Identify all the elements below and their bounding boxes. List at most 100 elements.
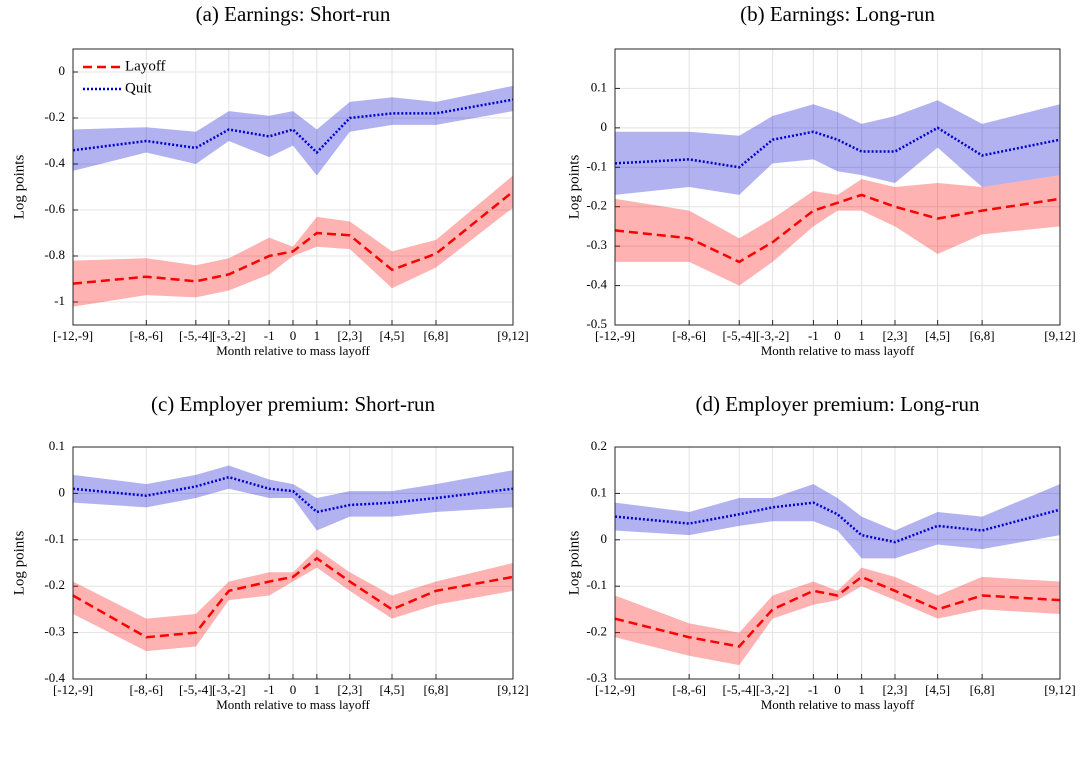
x-tick-label: [-5,-4] — [722, 682, 756, 697]
x-tick-label: [2,3] — [883, 328, 908, 343]
x-tick-label: 1 — [858, 682, 865, 697]
y-tick-label: -0.4 — [44, 155, 65, 170]
x-tick-label: 1 — [314, 682, 321, 697]
plot-frame — [72, 48, 514, 326]
legend-label: Layoff — [125, 58, 166, 74]
x-tick-label: [-8,-6] — [130, 328, 164, 343]
chart-title: (b) Earnings: Long-run — [740, 2, 935, 26]
x-tick-label: [-12,-9] — [595, 328, 635, 343]
line — [614, 501, 1061, 544]
x-tick-label: 1 — [314, 328, 321, 343]
x-tick-label: [-3,-2] — [212, 682, 246, 697]
x-tick-label: [-3,-2] — [756, 328, 790, 343]
x-axis-label: Month relative to mass layoff — [761, 697, 915, 712]
x-tick-label: [4,5] — [925, 682, 950, 697]
x-tick-label: [4,5] — [380, 682, 405, 697]
y-tick-label: -0.4 — [586, 277, 607, 292]
x-tick-label: [-3,-2] — [212, 328, 246, 343]
x-tick-label: -1 — [808, 328, 819, 343]
y-tick-label: 0.1 — [49, 438, 65, 453]
x-tick-label: [2,3] — [337, 682, 362, 697]
x-tick-label: [-5,-4] — [722, 328, 756, 343]
x-tick-label: [2,3] — [337, 328, 362, 343]
confidence-band — [73, 465, 513, 531]
line — [614, 126, 1061, 169]
confidence-band — [615, 100, 1060, 195]
line — [72, 190, 514, 285]
x-tick-label: 0 — [290, 682, 297, 697]
x-tick-label: [6,8] — [424, 682, 449, 697]
x-tick-label: [-8,-6] — [672, 682, 706, 697]
x-tick-label: [4,5] — [380, 328, 405, 343]
x-tick-label: 1 — [858, 328, 865, 343]
x-tick-label: [4,5] — [925, 328, 950, 343]
plot-frame — [614, 446, 1061, 680]
confidence-band — [615, 484, 1060, 559]
x-tick-label: 0 — [834, 328, 841, 343]
y-tick-label: -0.2 — [586, 624, 607, 639]
chart-title: (c) Employer premium: Short-run — [151, 392, 436, 416]
x-axis-label: Month relative to mass layoff — [216, 343, 370, 358]
y-tick-label: 0.2 — [591, 438, 607, 453]
y-tick-label: 0 — [59, 484, 66, 499]
y-tick-label: 0 — [601, 119, 608, 134]
x-tick-label: -1 — [264, 328, 275, 343]
confidence-band — [73, 175, 513, 307]
y-tick-label: -0.1 — [586, 577, 607, 592]
x-tick-label: [9,12] — [1044, 682, 1075, 697]
x-tick-label: [-5,-4] — [179, 328, 213, 343]
chart-title: (d) Employer premium: Long-run — [695, 392, 980, 416]
y-tick-label: 0 — [601, 531, 608, 546]
x-axis-label: Month relative to mass layoff — [761, 343, 915, 358]
y-tick-label: -0.1 — [586, 158, 607, 173]
x-tick-label: [9,12] — [497, 682, 528, 697]
y-tick-label: -0.1 — [44, 531, 65, 546]
line — [72, 98, 514, 155]
x-tick-label: 0 — [834, 682, 841, 697]
x-tick-label: [9,12] — [1044, 328, 1075, 343]
y-tick-label: -0.3 — [586, 237, 607, 252]
plot-frame — [72, 446, 514, 680]
y-tick-label: -0.2 — [44, 109, 65, 124]
x-tick-label: [2,3] — [883, 682, 908, 697]
line — [72, 475, 514, 514]
x-tick-label: [-12,-9] — [53, 328, 93, 343]
line — [72, 556, 514, 639]
y-tick-label: 0.1 — [591, 79, 607, 94]
line — [614, 575, 1061, 648]
confidence-band — [73, 549, 513, 652]
y-tick-label: -0.4 — [44, 670, 65, 685]
x-tick-label: [-8,-6] — [130, 682, 164, 697]
x-tick-label: [9,12] — [497, 328, 528, 343]
confidence-band — [615, 175, 1060, 286]
x-tick-label: [6,8] — [970, 682, 995, 697]
y-tick-label: -0.3 — [586, 670, 607, 685]
y-tick-label: 0 — [59, 63, 66, 78]
y-tick-label: -0.6 — [44, 201, 65, 216]
x-tick-label: [6,8] — [424, 328, 449, 343]
line — [614, 193, 1061, 264]
chart-title: (a) Earnings: Short-run — [196, 2, 391, 26]
x-tick-label: 0 — [290, 328, 297, 343]
x-tick-label: [-12,-9] — [53, 682, 93, 697]
y-tick-label: -1 — [54, 293, 65, 308]
y-tick-label: -0.8 — [44, 247, 65, 262]
x-tick-label: -1 — [808, 682, 819, 697]
y-tick-label: 0.1 — [591, 484, 607, 499]
y-axis-label: Log points — [566, 531, 582, 596]
y-tick-label: -0.5 — [586, 316, 607, 331]
x-tick-label: [-12,-9] — [595, 682, 635, 697]
y-tick-label: -0.2 — [586, 198, 607, 213]
y-axis-label: Log points — [11, 155, 27, 220]
x-tick-label: [-3,-2] — [756, 682, 790, 697]
y-tick-label: -0.3 — [44, 624, 65, 639]
x-tick-label: [6,8] — [970, 328, 995, 343]
plot-frame — [614, 48, 1061, 326]
y-axis-label: Log points — [11, 531, 27, 596]
legend-label: Quit — [125, 80, 153, 96]
x-tick-label: [-8,-6] — [672, 328, 706, 343]
x-tick-label: -1 — [264, 682, 275, 697]
x-tick-label: [-5,-4] — [179, 682, 213, 697]
x-axis-label: Month relative to mass layoff — [216, 697, 370, 712]
